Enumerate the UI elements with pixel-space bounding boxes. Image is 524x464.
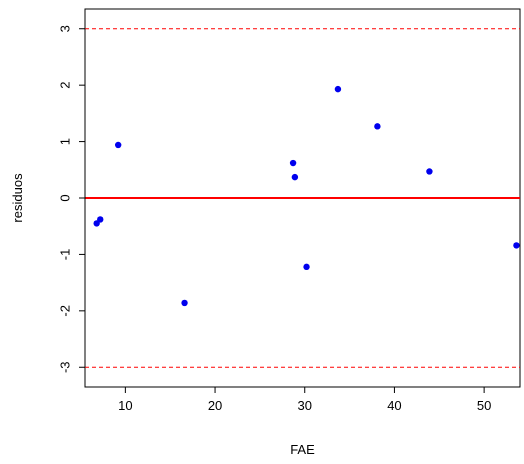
y-tick-label: 2 [57, 82, 72, 89]
x-tick-label: 30 [298, 398, 312, 413]
x-axis-label: FAE [290, 442, 315, 457]
scatter-point [181, 299, 188, 307]
scatter-point [289, 159, 297, 167]
data-points [93, 85, 520, 307]
scatter-point [97, 216, 104, 223]
scatter-point [114, 141, 122, 149]
x-axis: 10 20 30 40 50 [118, 386, 491, 413]
y-tick-label: 0 [57, 194, 72, 201]
reference-lines [85, 28, 520, 368]
x-tick-label: 10 [118, 398, 132, 413]
y-tick-label: -3 [57, 361, 72, 373]
y-tick-label: -2 [57, 305, 72, 317]
y-axis: -3 -2 -1 0 1 2 3 [57, 25, 86, 373]
y-tick-label: -1 [57, 249, 72, 261]
scatter-point [426, 168, 433, 175]
x-tick-label: 40 [387, 398, 401, 413]
scatter-point [513, 242, 520, 249]
x-tick-label: 50 [477, 398, 491, 413]
y-tick-label: 3 [57, 25, 72, 32]
y-tick-label: 1 [57, 138, 72, 145]
scatter-point [303, 263, 310, 271]
scatter-point [374, 123, 381, 130]
x-tick-label: 20 [208, 398, 222, 413]
scatter-point [291, 173, 299, 181]
y-axis-label: residuos [10, 173, 25, 223]
scatter-point [334, 85, 342, 93]
